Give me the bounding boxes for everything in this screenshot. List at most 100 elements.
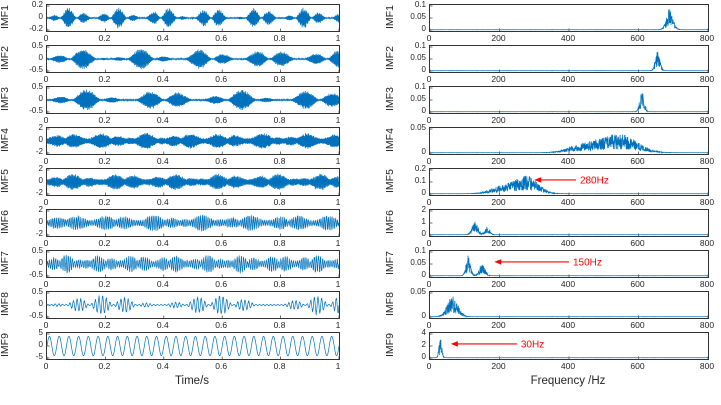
x-tick: 0 xyxy=(426,238,432,248)
y-tick: 2 xyxy=(38,164,43,173)
y-tick: 0 xyxy=(421,270,426,279)
y-tick: -0.5 xyxy=(29,65,43,74)
x-tick: 400 xyxy=(560,33,576,43)
x-tick: 0.2 xyxy=(98,33,111,43)
x-tick: 800 xyxy=(699,320,715,330)
spectrum-plot xyxy=(429,86,709,114)
time-row-imf6: IMF6 2 0 -2 0 0.2 0.4 0.6 0.8 1 xyxy=(0,206,352,250)
y-tick-labels: 0.2 0 -0.2 xyxy=(18,0,46,33)
y-tick-labels: 0.5 0 -0.5 xyxy=(18,288,46,320)
time-domain-rows: IMF1 0.2 0 -0.2 0 0.2 0.4 0.6 0.8 1 IMF2 0.5 0 -0.5 0 0… xyxy=(0,0,352,373)
x-tick: 1 xyxy=(335,74,341,84)
imf-label: IMF7 xyxy=(384,251,396,275)
imf-label: IMF9 xyxy=(0,333,11,357)
spectrum-plot xyxy=(429,291,709,319)
x-tick: 0.8 xyxy=(273,156,286,166)
x-tick: 0.8 xyxy=(273,320,286,330)
x-tick: 0.8 xyxy=(273,115,286,125)
x-tick: 0.8 xyxy=(273,361,286,371)
x-tick: 0.6 xyxy=(215,279,228,289)
plot-area: 0 0.2 0.4 0.6 0.8 1 xyxy=(44,4,341,44)
x-tick: 800 xyxy=(699,361,715,371)
y-tick: 0.1 xyxy=(414,82,426,91)
time-row-imf7: IMF7 0.5 0 -0.5 0 0.2 0.4 0.6 0.8 1 xyxy=(0,247,352,291)
imf-label: IMF6 xyxy=(384,210,396,234)
x-tick: 0 xyxy=(43,115,49,125)
imf-label: IMF2 xyxy=(0,46,11,70)
x-tick: 1 xyxy=(335,156,341,166)
waveform-plot xyxy=(46,250,340,278)
y-tick: 0 xyxy=(38,299,43,308)
x-tick: 800 xyxy=(699,156,715,166)
y-tick: 0 xyxy=(38,176,43,185)
x-tick: 800 xyxy=(699,33,715,43)
x-tick: 0.4 xyxy=(156,320,169,330)
x-tick-labels: 0 200 400 600 800 xyxy=(426,114,714,126)
x-tick: 0 xyxy=(426,320,432,330)
time-axis-label: Time/s xyxy=(174,375,210,387)
time-row-imf9: IMF9 5 0 -5 0 0.2 0.4 0.6 0.8 1 xyxy=(0,328,352,373)
y-tick-labels: 2 0 -2 xyxy=(18,164,46,197)
y-tick-labels: 4 2 0 xyxy=(399,329,429,361)
x-tick: 0 xyxy=(426,361,432,371)
x-tick: 0.6 xyxy=(215,320,228,330)
y-tick: 0.05 xyxy=(410,258,426,267)
y-tick-labels: 0.5 0 -0.5 xyxy=(18,83,46,115)
annotation-arrow-icon xyxy=(494,259,569,265)
x-tick-labels: 0 0.2 0.4 0.6 0.8 1 xyxy=(44,155,341,167)
frequency-axis-label: Frequency /Hz xyxy=(530,375,606,387)
plot-area: 0 0.2 0.4 0.6 0.8 1 xyxy=(44,168,340,208)
frequency-row-imf8: IMF8 0.05 0 0 200 400 600 800 xyxy=(384,288,721,332)
x-tick-labels: 0 200 400 600 800 xyxy=(427,155,714,167)
x-tick: 0.4 xyxy=(156,361,169,371)
x-tick: 0.8 xyxy=(273,197,286,207)
x-tick: 200 xyxy=(491,238,506,248)
x-tick: 600 xyxy=(630,320,645,330)
y-tick: 0 xyxy=(38,94,43,103)
x-tick: 0.2 xyxy=(98,279,111,289)
y-tick: 0 xyxy=(38,258,43,267)
waveform-plot xyxy=(46,86,340,114)
x-tick: 600 xyxy=(630,115,645,125)
waveform-plot xyxy=(46,127,340,155)
x-tick: 1 xyxy=(335,238,341,248)
x-tick-labels: 0 0.2 0.4 0.6 0.8 1 xyxy=(44,32,341,44)
x-tick: 0 xyxy=(426,115,432,125)
frequency-annotation: 150Hz xyxy=(573,257,602,268)
y-tick-labels: 0.5 0 -0.5 xyxy=(18,247,46,279)
x-tick: 0.6 xyxy=(215,115,228,125)
y-tick: -0.5 xyxy=(29,270,43,279)
x-tick: 200 xyxy=(491,115,506,125)
plot-area: 30Hz 0 200 400 600 800 xyxy=(426,332,714,372)
frequency-row-imf3: IMF3 0.1 0.05 0 0 200 400 600 800 xyxy=(384,82,721,127)
plot-area: 0 200 400 600 800 xyxy=(426,86,714,126)
x-tick: 0.4 xyxy=(156,33,169,43)
x-tick: 200 xyxy=(491,279,506,289)
frequency-annotation: 280Hz xyxy=(580,175,609,186)
x-tick: 1 xyxy=(335,320,341,330)
plot-area: 0 200 400 600 800 xyxy=(427,127,714,167)
x-tick: 0.8 xyxy=(273,238,286,248)
y-tick: 0 xyxy=(421,352,426,361)
x-tick: 0.6 xyxy=(215,156,228,166)
x-tick: 200 xyxy=(491,197,506,207)
y-tick: 5 xyxy=(38,328,43,337)
y-tick: 0.2 xyxy=(31,0,43,9)
x-tick-labels: 0 0.2 0.4 0.6 0.8 1 xyxy=(44,278,341,290)
x-tick-labels: 0 0.2 0.4 0.6 0.8 1 xyxy=(44,73,341,85)
x-tick: 800 xyxy=(699,279,715,289)
y-tick: 2 xyxy=(421,340,426,349)
waveform-plot xyxy=(46,4,340,32)
x-tick: 0.6 xyxy=(215,197,228,207)
x-tick: 0.4 xyxy=(156,238,169,248)
y-tick: 0 xyxy=(421,229,426,238)
imf-label: IMF8 xyxy=(0,292,11,316)
y-tick-labels: 5 0 -5 xyxy=(18,328,46,361)
waveform-plot xyxy=(46,209,340,237)
imf-label: IMF5 xyxy=(384,169,396,193)
x-tick: 0.6 xyxy=(215,33,228,43)
x-tick: 0.8 xyxy=(273,74,286,84)
y-tick: 0 xyxy=(38,12,43,21)
x-tick: 0.2 xyxy=(98,156,111,166)
